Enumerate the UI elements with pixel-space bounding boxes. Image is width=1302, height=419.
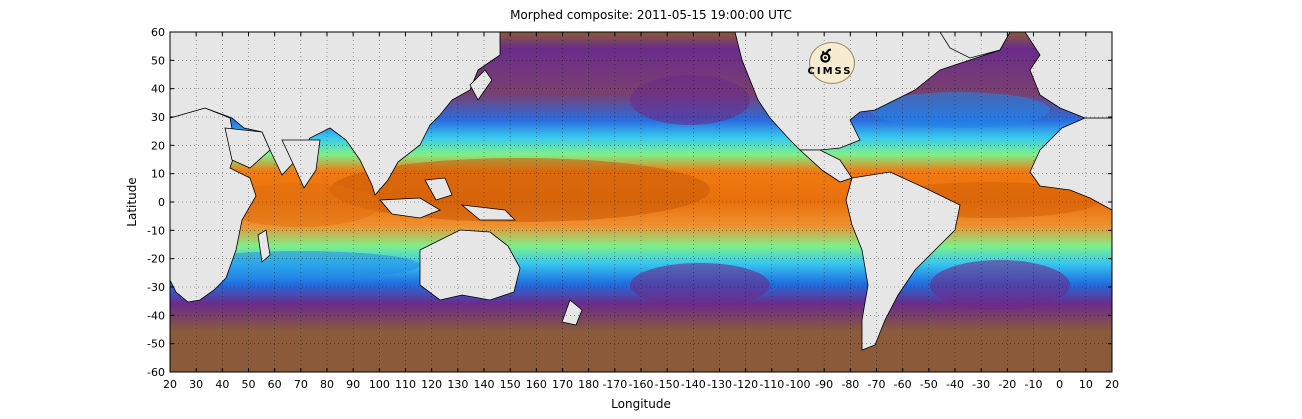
land-australia — [419, 229, 521, 301]
cimss-logo: ఠ CIMSS — [800, 40, 860, 84]
y-tick-label: 50 — [151, 54, 165, 67]
y-tick-label: -20 — [147, 253, 165, 266]
dry-patch-s-pacific — [630, 263, 770, 307]
y-tick-label: 10 — [151, 168, 165, 181]
x-tick-label: 40 — [215, 378, 229, 391]
land-new-guinea — [460, 204, 516, 221]
logo-sun-icon — [809, 42, 855, 84]
x-tick-label: 170 — [552, 378, 573, 391]
map-title: Morphed composite: 2011-05-15 19:00:00 U… — [510, 8, 792, 22]
x-tick-label: 180 — [578, 378, 599, 391]
land-borneo — [424, 177, 453, 201]
land-north-america — [734, 32, 1011, 151]
x-tick-label: -40 — [946, 378, 964, 391]
x-tick-label: 0 — [1056, 378, 1063, 391]
x-tick-label: 80 — [320, 378, 334, 391]
y-tick-label: -60 — [147, 366, 165, 379]
x-tick-label: 20 — [163, 378, 177, 391]
x-tick-label: -60 — [894, 378, 912, 391]
y-tick-label: -50 — [147, 338, 165, 351]
moist-streak-s-indian — [180, 251, 420, 279]
x-ticks: 20 30 40 50 60 70 80 90 100 110 120 130 140 150 160 170… — [163, 32, 1119, 391]
y-tick-label: -30 — [147, 281, 165, 294]
land-madagascar — [257, 229, 271, 263]
x-tick-label: -10 — [1025, 378, 1043, 391]
x-tick-label: -20 — [998, 378, 1016, 391]
x-tick-label: 90 — [346, 378, 360, 391]
x-tick-label: -110 — [759, 378, 784, 391]
moist-streak-n-atlantic — [870, 92, 1050, 128]
land-greenland — [939, 32, 1011, 59]
x-tick-label: -120 — [733, 378, 758, 391]
land-eurasia — [170, 32, 501, 196]
x-tick-label: -90 — [815, 378, 833, 391]
x-tick-label: 20 — [1105, 378, 1119, 391]
x-tick-label: -160 — [629, 378, 654, 391]
x-tick-label: 140 — [474, 378, 495, 391]
land-south-america — [845, 171, 961, 351]
x-axis-label: Longitude — [611, 397, 671, 411]
x-tick-label: -150 — [655, 378, 680, 391]
land-africa-west — [1029, 117, 1112, 211]
x-tick-label: 70 — [294, 378, 308, 391]
y-tick-label: 30 — [151, 111, 165, 124]
land-japan — [469, 69, 493, 101]
x-tick-label: -130 — [707, 378, 732, 391]
x-tick-label: 130 — [447, 378, 468, 391]
x-tick-label: 50 — [242, 378, 256, 391]
land-indonesia — [379, 197, 441, 219]
x-tick-label: -170 — [602, 378, 627, 391]
y-tick-label: -40 — [147, 309, 165, 322]
land-masses — [170, 32, 1112, 351]
x-tick-label: 120 — [421, 378, 442, 391]
x-tick-label: -50 — [920, 378, 938, 391]
x-tick-label: 160 — [526, 378, 547, 391]
x-tick-label: 150 — [500, 378, 521, 391]
rain-band-indian — [220, 183, 380, 227]
x-tick-label: -140 — [681, 378, 706, 391]
y-tick-label: 40 — [151, 83, 165, 96]
x-tick-label: 100 — [369, 378, 390, 391]
dry-patch-s-atlantic — [930, 260, 1070, 310]
x-tick-label: -30 — [972, 378, 990, 391]
x-tick-label: -100 — [786, 378, 811, 391]
land-new-zealand — [561, 299, 583, 326]
x-tick-label: -70 — [868, 378, 886, 391]
y-tick-label: -10 — [147, 224, 165, 237]
land-arabia — [224, 127, 271, 169]
grid-lines — [170, 32, 1112, 372]
x-tick-label: 110 — [395, 378, 416, 391]
x-tick-label: -80 — [841, 378, 859, 391]
y-tick-label: 20 — [151, 139, 165, 152]
y-axis-label: Latitude — [125, 177, 139, 227]
logo-figure-icon: ఠ — [820, 46, 831, 67]
y-tick-label: 60 — [151, 26, 165, 39]
land-europe-east — [1024, 32, 1112, 119]
x-tick-label: 10 — [1079, 378, 1093, 391]
x-tick-label: 60 — [268, 378, 282, 391]
y-tick-label: 0 — [158, 196, 165, 209]
y-ticks: 60 50 40 30 20 10 0 -10 -20 -30 -40 -50 -60 — [147, 26, 1112, 379]
x-tick-label: 30 — [189, 378, 203, 391]
logo-text: CIMSS — [807, 66, 853, 77]
dry-patch-n-pacific — [630, 75, 750, 125]
